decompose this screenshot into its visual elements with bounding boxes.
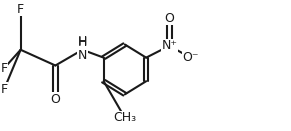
Text: N⁺: N⁺ bbox=[161, 39, 177, 52]
Text: F: F bbox=[1, 83, 8, 96]
Text: F: F bbox=[1, 62, 8, 75]
Text: O⁻: O⁻ bbox=[182, 51, 199, 64]
Text: F: F bbox=[17, 3, 24, 16]
Text: O: O bbox=[164, 12, 174, 25]
Text: H: H bbox=[78, 35, 87, 48]
Text: N: N bbox=[78, 48, 87, 62]
Text: O: O bbox=[50, 93, 60, 106]
Text: H
N: H N bbox=[78, 36, 87, 64]
Text: CH₃: CH₃ bbox=[113, 111, 136, 124]
